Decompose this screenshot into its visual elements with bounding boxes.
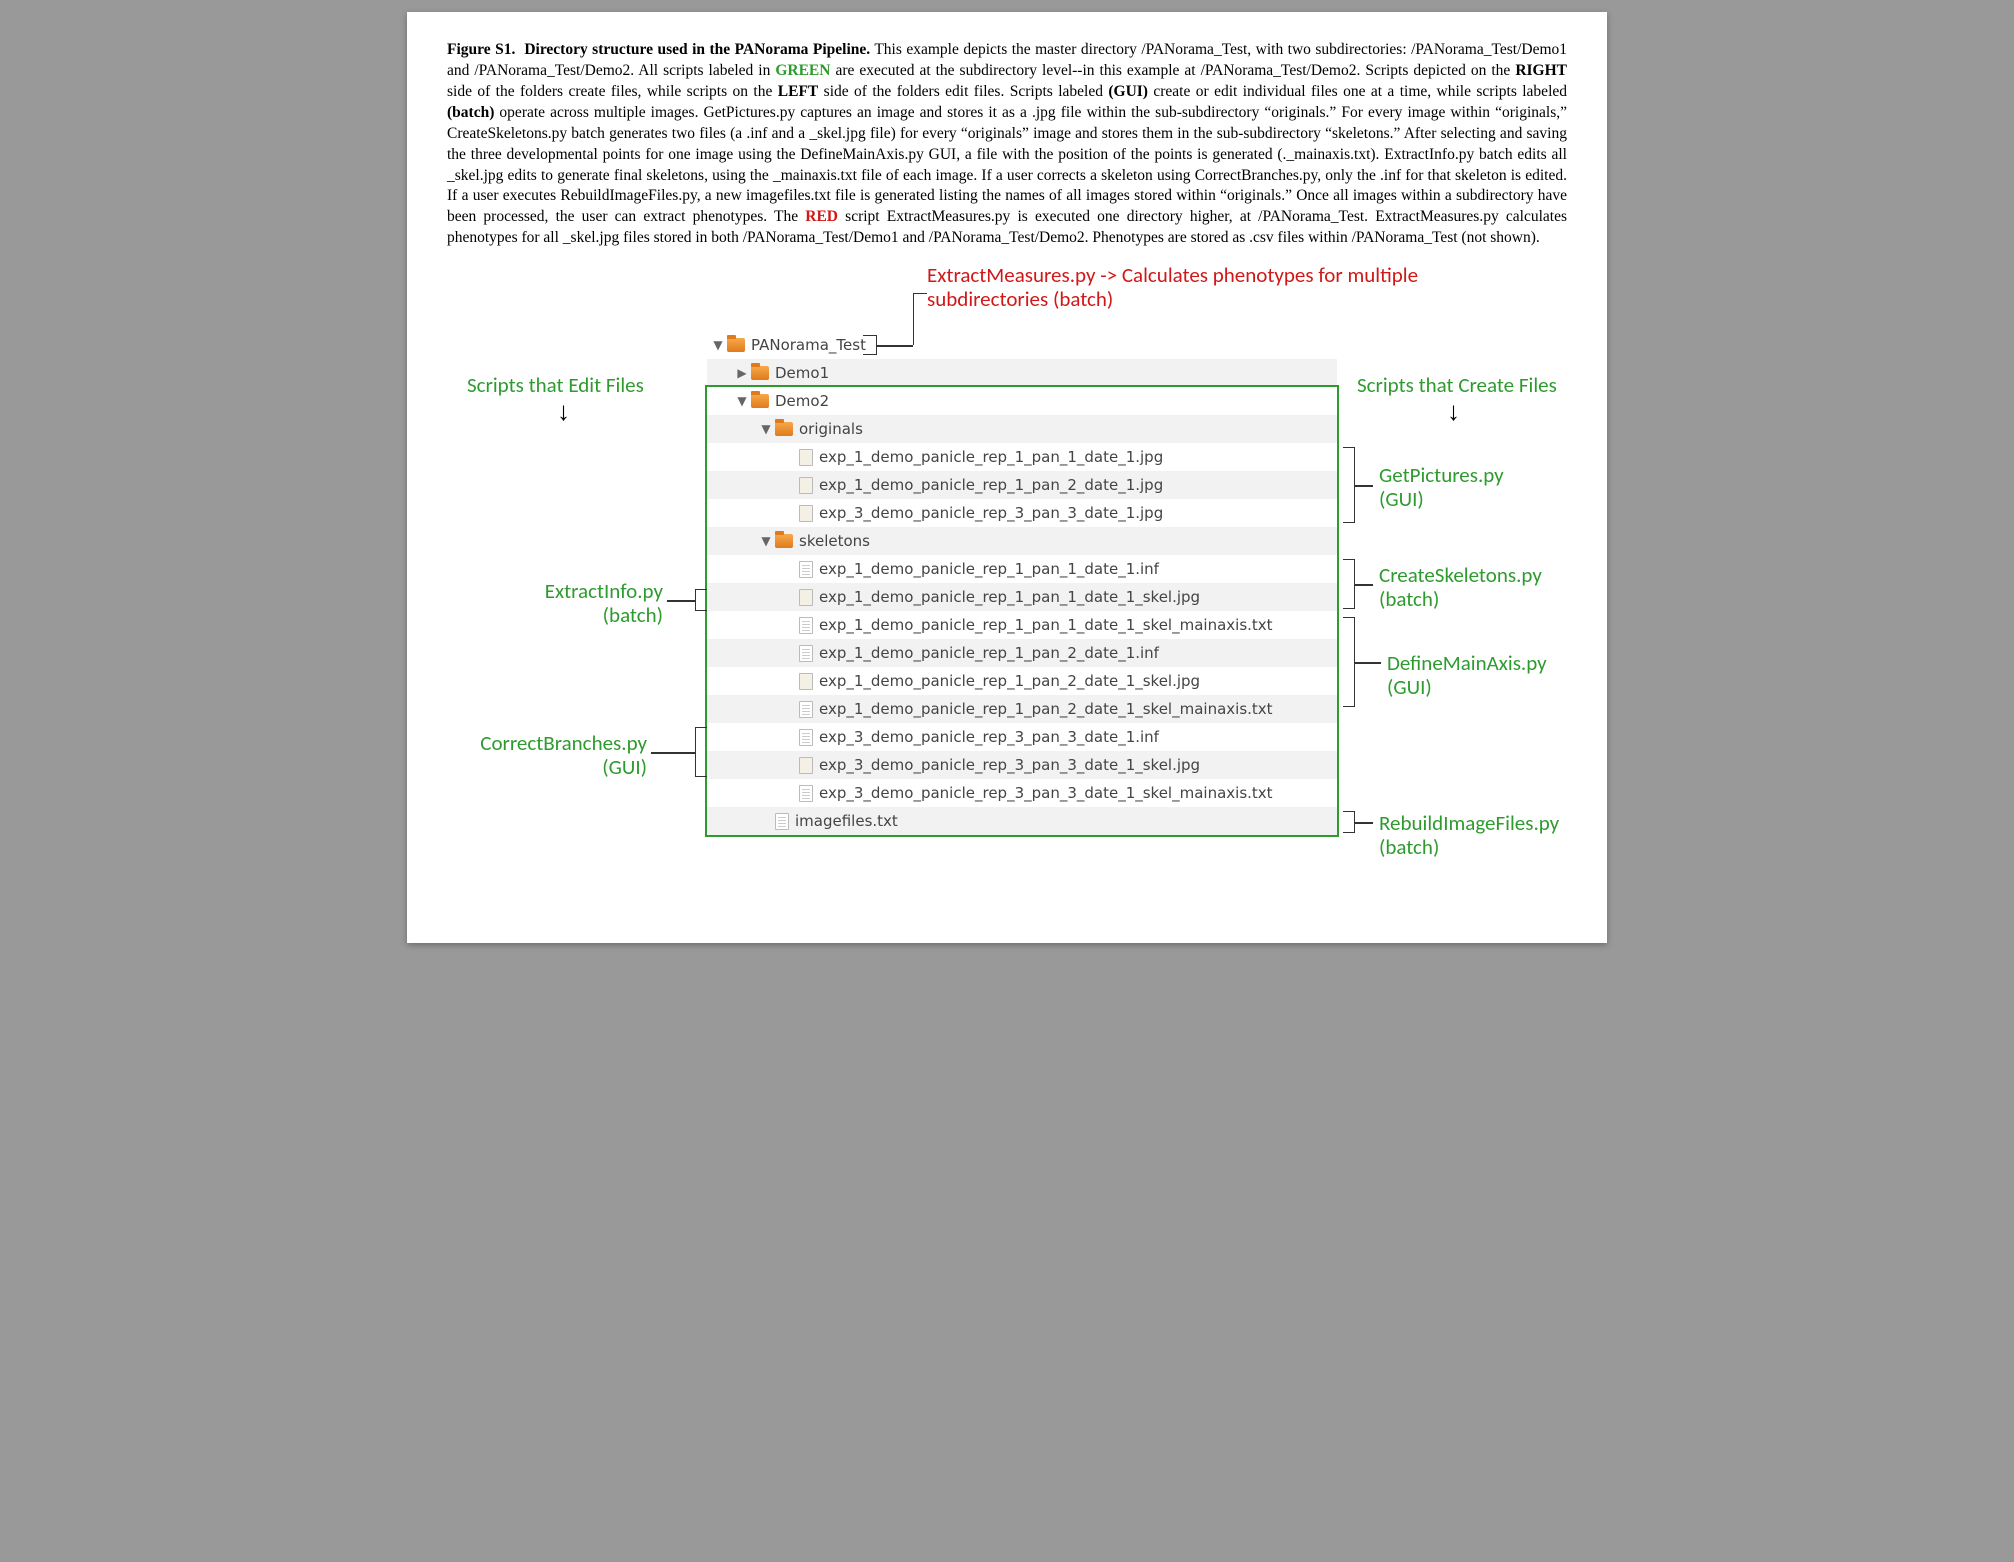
- annot-extractinfo-1: ExtractInfo.py: [545, 578, 663, 604]
- annot-getpictures-2: (GUI): [1379, 486, 1424, 512]
- arrow-edit: ↓: [557, 397, 570, 427]
- cap-gui: (GUI): [1108, 83, 1148, 100]
- annot-edit-header: Scripts that Edit Files: [467, 373, 644, 397]
- cap-batch: (batch): [447, 104, 494, 121]
- annot-correctbr-2: (GUI): [602, 754, 647, 780]
- annot-createskel-1: CreateSkeletons.py: [1379, 562, 1542, 588]
- tree-item-label: Demo1: [775, 364, 829, 382]
- annot-definemain-2: (GUI): [1387, 674, 1432, 700]
- figure-title: Directory structure used in the PANorama…: [524, 41, 870, 58]
- cap-right: RIGHT: [1515, 62, 1567, 79]
- line-correctbranches: [651, 752, 695, 754]
- annot-extractinfo-2: (batch): [603, 602, 663, 628]
- folder-icon: [751, 366, 769, 380]
- annot-rebuild-1: RebuildImageFiles.py: [1379, 810, 1559, 836]
- figure-page: Figure S1. Directory structure used in t…: [407, 12, 1607, 943]
- arrow-create: ↓: [1447, 397, 1460, 427]
- annot-rebuild-2: (batch): [1379, 834, 1439, 860]
- annot-extractmeasures-line2: subdirectories (batch): [927, 286, 1113, 312]
- bracket-getpictures: [1343, 447, 1355, 523]
- annot-definemainaxis: DefineMainAxis.py (GUI): [1387, 651, 1547, 699]
- annot-extractinfo: ExtractInfo.py (batch): [533, 579, 663, 627]
- annot-rebuild: RebuildImageFiles.py (batch): [1379, 811, 1559, 859]
- annot-getpictures-1: GetPictures.py: [1379, 462, 1504, 488]
- disclosure-triangle-icon[interactable]: ▼: [711, 338, 725, 352]
- annot-extractmeasures: ExtractMeasures.py -> Calculates phenoty…: [927, 263, 1418, 311]
- cap-green: GREEN: [775, 62, 830, 79]
- cap-red: RED: [805, 208, 838, 225]
- tree-item-label: PANorama_Test: [751, 336, 866, 354]
- folder-icon: [727, 338, 745, 352]
- line-createskeletons: [1355, 584, 1373, 586]
- bracket-correctbranches: [695, 727, 707, 777]
- tree-folder-row[interactable]: ▶ Demo1: [707, 359, 1337, 387]
- tree-folder-row[interactable]: ▼ PANorama_Test: [707, 331, 1337, 359]
- figure-label: Figure S1.: [447, 41, 515, 58]
- annot-create-header: Scripts that Create Files: [1357, 373, 1557, 397]
- line-getpictures: [1355, 485, 1373, 487]
- bracket-definemainaxis: [1343, 617, 1355, 707]
- line-rebuild: [1355, 822, 1373, 824]
- line-extractinfo: [667, 600, 695, 602]
- bracket-createskeletons: [1343, 559, 1355, 609]
- bracket-rebuild: [1343, 811, 1355, 833]
- annot-extractmeasures-line1: ExtractMeasures.py -> Calculates phenoty…: [927, 262, 1418, 288]
- bracket-extractinfo: [695, 589, 707, 611]
- annot-createskeletons: CreateSkeletons.py (batch): [1379, 563, 1542, 611]
- annot-createskel-2: (batch): [1379, 586, 1439, 612]
- disclosure-triangle-icon[interactable]: ▶: [735, 366, 749, 380]
- annot-definemain-1: DefineMainAxis.py: [1387, 650, 1547, 676]
- diagram-area: ExtractMeasures.py -> Calculates phenoty…: [447, 263, 1567, 903]
- figure-caption: Figure S1. Directory structure used in t…: [447, 40, 1567, 249]
- annot-correctbranches: CorrectBranches.py (GUI): [457, 731, 647, 779]
- line-definemainaxis: [1355, 662, 1381, 664]
- cap-c: side of the folders create files, while …: [447, 83, 778, 100]
- cap-e: create or edit individual files one at a…: [1148, 83, 1567, 100]
- annot-getpictures: GetPictures.py (GUI): [1379, 463, 1504, 511]
- cap-d: side of the folders edit files. Scripts …: [818, 83, 1108, 100]
- cap-b: are executed at the subdirectory level--…: [830, 62, 1515, 79]
- cap-left: LEFT: [778, 83, 818, 100]
- annot-correctbr-1: CorrectBranches.py: [480, 730, 647, 756]
- green-subdir-box: [705, 385, 1339, 837]
